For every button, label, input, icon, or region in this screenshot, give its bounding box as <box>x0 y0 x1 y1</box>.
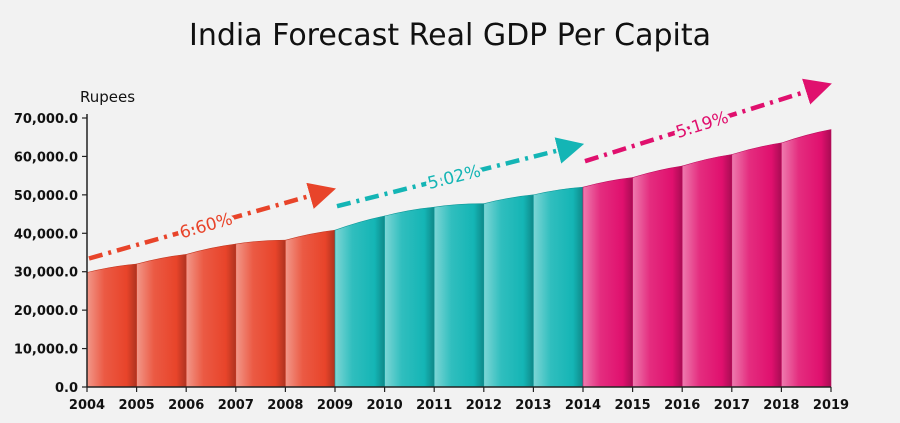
area-slice <box>285 229 336 388</box>
area-slice <box>235 239 286 388</box>
area-slice <box>533 186 584 388</box>
x-tick-label: 2012 <box>466 398 502 413</box>
y-axis-unit-label: Rupees <box>80 88 136 106</box>
area-slice <box>185 243 237 388</box>
x-tick-label: 2008 <box>267 398 303 413</box>
x-tick-label: 2017 <box>714 398 750 413</box>
growth-trend-arrow <box>88 182 336 261</box>
x-tick-label: 2004 <box>69 398 105 413</box>
y-tick-label: 20,000.0 <box>14 304 78 319</box>
y-tick-label: 70,000.0 <box>14 112 78 127</box>
y-tick-label: 50,000.0 <box>14 189 78 204</box>
growth-rate-label: 5.02% <box>426 161 483 194</box>
x-tick-label: 2011 <box>416 398 452 413</box>
x-tick-label: 2019 <box>813 398 849 413</box>
x-tick-label: 2018 <box>763 398 799 413</box>
area-slice <box>136 254 187 388</box>
x-tick-label: 2010 <box>367 398 403 413</box>
x-tick-label: 2013 <box>515 398 551 413</box>
area-slice <box>433 203 485 388</box>
growth-rate-label: 6.60% <box>178 209 235 243</box>
growth-rate-label: 5.19% <box>674 108 732 143</box>
area-slice <box>384 206 435 388</box>
chart-title: India Forecast Real GDP Per Capita <box>188 18 712 53</box>
x-tick-label: 2016 <box>664 398 700 413</box>
y-tick-label: 30,000.0 <box>14 266 78 281</box>
area-slice <box>483 194 534 388</box>
y-tick-label: 40,000.0 <box>14 227 78 242</box>
area-slice <box>582 177 633 388</box>
area-slice <box>731 142 782 388</box>
x-tick-label: 2014 <box>565 398 601 413</box>
x-tick-label: 2006 <box>168 398 204 413</box>
growth-trend-arrow <box>336 137 585 209</box>
x-tick-label: 2005 <box>119 398 155 413</box>
x-tick-label: 2007 <box>218 398 254 413</box>
area-slice <box>86 263 137 388</box>
area-slice <box>781 129 832 388</box>
growth-trend-arrow <box>584 78 832 164</box>
y-tick-label: 10,000.0 <box>14 343 78 358</box>
y-tick-label: 0.0 <box>55 381 78 396</box>
area-slice <box>632 165 683 388</box>
area-slice <box>334 215 385 388</box>
x-tick-label: 2015 <box>615 398 651 413</box>
x-tick-label: 2009 <box>317 398 353 413</box>
area-slice <box>681 154 733 388</box>
y-tick-label: 60,000.0 <box>14 150 78 165</box>
